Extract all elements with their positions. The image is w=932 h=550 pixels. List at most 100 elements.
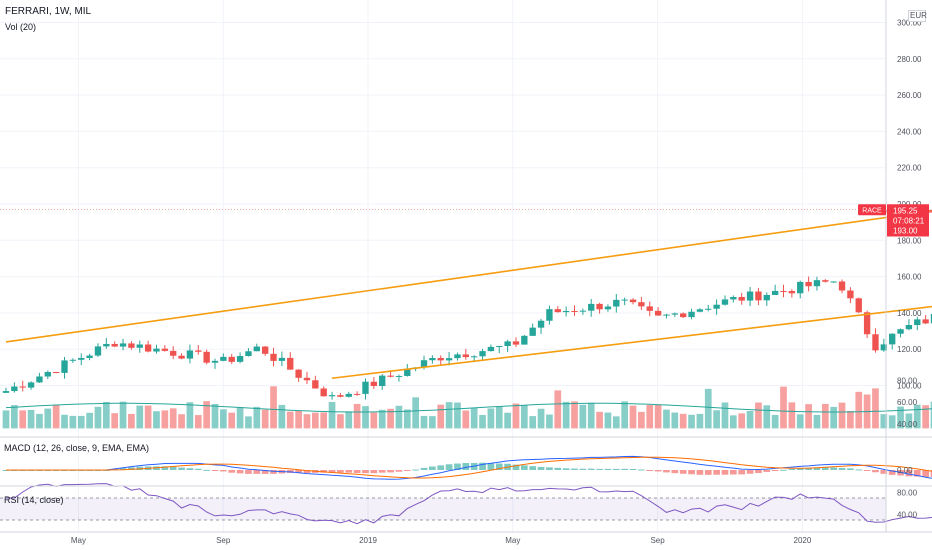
y-tick-label: 280.00: [897, 55, 922, 64]
currency-badge[interactable]: EUR: [908, 10, 927, 22]
candle: [295, 369, 302, 378]
volume-bar: [462, 410, 470, 429]
volume-bar: [495, 406, 503, 429]
macd-histogram-bar: [763, 470, 771, 472]
candle: [529, 327, 536, 336]
volume-bar: [880, 414, 888, 429]
volume-bar: [429, 416, 436, 429]
macd-histogram-bar: [855, 469, 863, 471]
candle: [596, 303, 603, 310]
volume-bar: [144, 405, 152, 429]
candle: [429, 358, 436, 361]
candle: [721, 299, 729, 305]
symbol-tag: [858, 204, 886, 216]
volume-bar: [261, 409, 269, 429]
volume-bar: [788, 402, 796, 429]
candle: [730, 296, 737, 300]
y-tick-label: 160.00: [897, 273, 922, 282]
volume-bar: [36, 413, 43, 429]
macd-histogram-bar: [554, 467, 562, 470]
candle: [696, 309, 704, 312]
candle: [629, 299, 637, 303]
volume-bar: [512, 403, 520, 429]
macd-histogram-bar: [738, 470, 746, 475]
volume-bar: [328, 401, 336, 429]
candle: [161, 348, 169, 351]
macd-histogram-bar: [688, 470, 695, 475]
candles: [2, 276, 932, 400]
volume-bar: [220, 409, 227, 429]
volume-bar: [278, 404, 286, 429]
candle: [11, 386, 18, 392]
candle: [496, 346, 503, 348]
candle: [195, 350, 202, 352]
macd-histogram-bar: [420, 467, 428, 470]
macd-histogram-bar: [261, 470, 269, 474]
candle: [838, 281, 846, 291]
volume-bar: [913, 404, 921, 429]
candle: [705, 308, 712, 310]
volume-bar: [696, 413, 704, 429]
macd-histogram-bar: [403, 470, 411, 471]
candle: [863, 312, 871, 335]
volume-bar: [94, 406, 102, 429]
volume-bar: [420, 415, 428, 429]
macd-histogram-bar: [663, 470, 670, 473]
candle: [855, 298, 862, 313]
candle: [36, 376, 43, 383]
y-tick-label: 300.00: [897, 19, 922, 28]
macd-histogram-bar: [512, 464, 520, 470]
candle: [312, 380, 319, 389]
volume-bar: [128, 413, 135, 429]
volume-bar: [311, 412, 319, 429]
volume-bar: [345, 411, 353, 429]
volume-bar: [61, 414, 68, 429]
candle: [914, 319, 921, 326]
volume-bar: [872, 388, 879, 429]
last-price-tag: [887, 204, 929, 227]
candle: [621, 299, 628, 301]
macd-histogram-bar: [847, 468, 854, 470]
candle: [889, 333, 896, 345]
volume-bar: [847, 411, 854, 429]
macd-histogram-bar: [220, 470, 227, 472]
volume-bar: [830, 406, 838, 429]
level-tag: [887, 224, 929, 237]
candle: [387, 375, 394, 377]
volume-bar: [537, 408, 545, 429]
macd-histogram-bar: [537, 466, 545, 470]
candle: [44, 372, 51, 377]
volume-bar: [713, 410, 720, 429]
volume-bar: [688, 414, 695, 429]
macd-line: [6, 455, 932, 480]
candle: [220, 356, 227, 361]
macd-histogram-bar: [270, 470, 277, 474]
candle: [86, 355, 93, 358]
volume-bar: [621, 401, 629, 429]
macd-histogram-bar: [913, 470, 921, 477]
volume-bar: [596, 411, 603, 429]
volume-ma-line: [5, 402, 932, 413]
macd-histogram-bar: [362, 470, 369, 474]
macd-histogram-bar: [604, 468, 612, 470]
candle: [253, 346, 260, 352]
candle: [813, 280, 821, 287]
y-tick-label: 240.00: [897, 127, 922, 136]
candle: [353, 393, 361, 395]
volume-bar: [69, 415, 77, 429]
candle: [613, 299, 620, 307]
volume-bar: [119, 401, 127, 429]
candle: [638, 302, 645, 307]
chart-grid: [0, 0, 886, 532]
candle: [797, 281, 804, 294]
macd-histogram-bar: [821, 467, 829, 470]
volume-bar: [738, 413, 746, 429]
volume-bar: [529, 416, 537, 429]
volume-bar: [320, 412, 328, 429]
channel-lines[interactable]: [0, 55, 932, 380]
x-tick-label: May: [505, 536, 520, 545]
candle: [303, 377, 311, 381]
volume-bar: [52, 405, 60, 429]
